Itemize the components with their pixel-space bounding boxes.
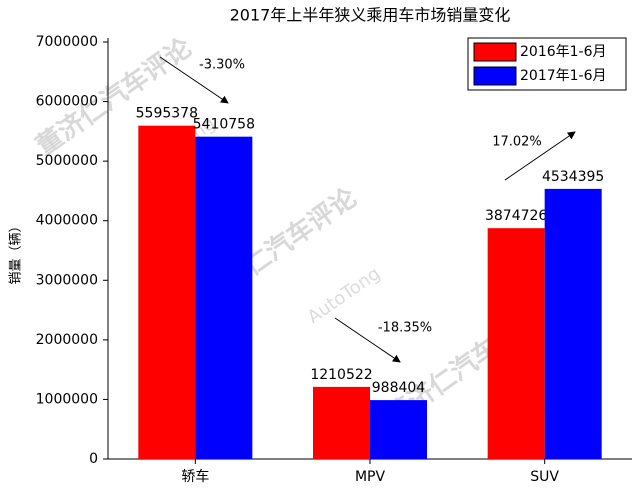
bar: [370, 400, 427, 459]
y-tick-label: 2000000: [36, 332, 98, 348]
y-axis-label: 销量（辆）: [9, 219, 24, 284]
chart-title: 2017年上半年狭义乘用车市场销量变化: [230, 6, 511, 25]
legend-swatch: [473, 42, 517, 62]
x-tick-label: SUV: [530, 469, 559, 485]
bar: [313, 386, 370, 459]
value-label: 1210522: [310, 367, 372, 383]
y-tick-label: 0: [89, 451, 98, 467]
y-tick-label: 5000000: [36, 153, 98, 169]
trend-arrow: [504, 131, 576, 181]
y-tick-label: 3000000: [36, 272, 98, 288]
legend-label: 2016年1-6月: [520, 44, 607, 60]
legend-label: 2017年1-6月: [520, 68, 607, 84]
bar: [138, 125, 196, 459]
annotation: 17.02%: [492, 135, 542, 150]
y-tick-label: 4000000: [36, 213, 98, 229]
x-tick-label: MPV: [355, 469, 386, 485]
trend-arrow: [159, 56, 229, 104]
annotation: -18.35%: [378, 321, 432, 336]
value-label: 5410758: [193, 117, 255, 133]
watermark: AutoTong: [304, 263, 385, 328]
value-label: 4534395: [542, 169, 604, 185]
trend-arrow: [334, 317, 401, 363]
value-label: 988404: [372, 380, 426, 396]
x-tick-label: 轿车: [181, 468, 209, 485]
bar: [544, 188, 602, 459]
value-label: 5595378: [136, 106, 198, 122]
bar: [487, 228, 545, 459]
y-tick-label: 1000000: [36, 391, 98, 407]
annotation: -3.30%: [199, 58, 245, 73]
value-label: 3874726: [485, 208, 547, 224]
legend-swatch: [473, 66, 517, 86]
y-tick-label: 6000000: [36, 94, 98, 110]
bar: [195, 136, 253, 460]
y-tick-label: 7000000: [36, 34, 98, 50]
